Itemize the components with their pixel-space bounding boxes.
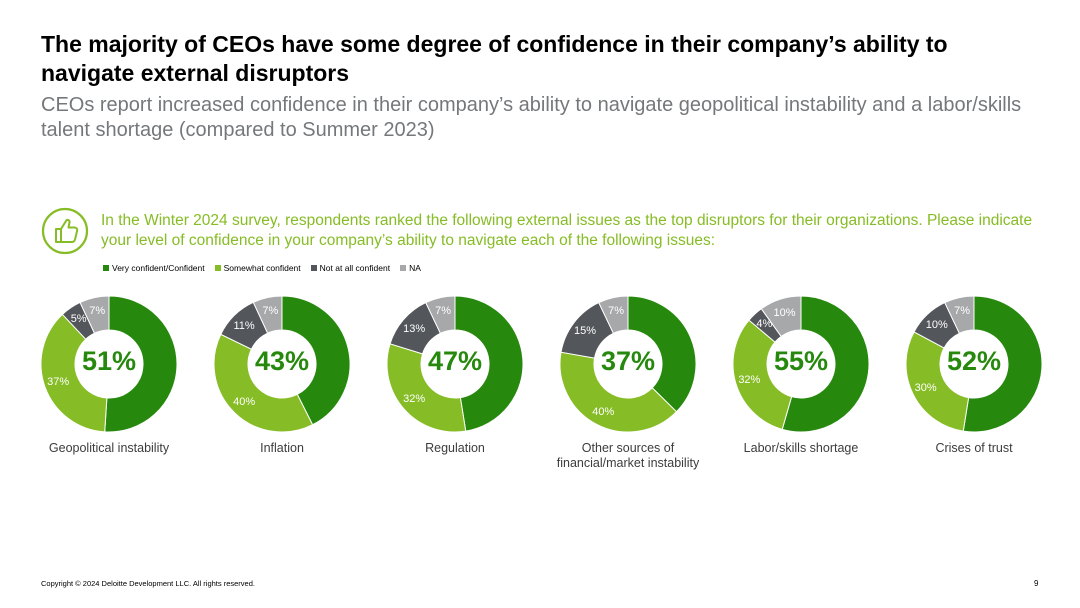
slice-data-label: 5%: [70, 313, 87, 326]
slice-data-label: 7%: [89, 305, 106, 318]
slice-data-label: 7%: [954, 305, 971, 318]
issue-label: Crises of trust: [935, 441, 1013, 455]
donut-slice: [598, 296, 629, 334]
donut-slice: [733, 319, 793, 430]
center-percentage: 47%: [427, 346, 483, 376]
donut-svg: [560, 296, 696, 432]
donut-svg: [214, 296, 350, 432]
center-percentage: 51%: [81, 346, 137, 376]
page-subtitle: CEOs report increased confidence in thei…: [41, 94, 1022, 141]
slice-data-label: 13%: [403, 322, 426, 335]
donut-slice: [41, 313, 108, 432]
legend-label: Not at all confident: [319, 263, 391, 273]
legend-label: NA: [409, 263, 421, 273]
legend-item: Very confident/Confident: [103, 263, 205, 273]
issue-label: Labor/skills shortage: [743, 441, 859, 455]
donut-slice: [79, 296, 110, 334]
issue-label: Regulation: [425, 441, 485, 455]
slice-data-label: 10%: [925, 318, 948, 331]
donut-svg: [733, 296, 869, 432]
center-percentage: 43%: [254, 346, 310, 376]
slice-data-label: 37%: [47, 376, 70, 389]
donut-slice: [944, 296, 975, 334]
slice-data-label: 40%: [592, 405, 615, 418]
legend-item: Somewhat confident: [214, 263, 301, 273]
donut-slice: [781, 296, 869, 432]
donut-slice: [906, 331, 970, 432]
legend-item: Not at all confident: [310, 263, 391, 273]
slice-data-label: 32%: [403, 393, 426, 406]
donut-slice: [760, 296, 802, 338]
legend-item: NA: [400, 263, 421, 273]
slice-data-label: 10%: [773, 306, 796, 319]
donut-slice: [627, 296, 696, 413]
legend-swatch: [400, 265, 407, 271]
issue-label: Geopolitical instability: [48, 441, 170, 455]
donut-slice: [281, 296, 350, 426]
slice-data-label: 7%: [435, 305, 452, 318]
slice-data-label: 4%: [756, 318, 773, 331]
donut-slice: [104, 296, 177, 432]
donut-slice: [387, 343, 467, 432]
slice-data-label: 7%: [262, 305, 279, 318]
donut-svg: [906, 296, 1042, 432]
donut-svg: [387, 296, 523, 432]
donut-slice: [425, 296, 456, 334]
copyright-footer: Copyright © 2024 Deloitte Development LL…: [41, 579, 255, 588]
thumbs-up-icon: [41, 207, 89, 255]
center-percentage: 52%: [946, 346, 1002, 376]
legend-swatch: [214, 265, 221, 271]
center-percentage: 55%: [773, 346, 829, 376]
page-title: The majority of CEOs have some degree of…: [41, 31, 948, 86]
issue-label: Inflation: [260, 441, 304, 455]
donut-svg: [41, 296, 177, 432]
center-percentage: 37%: [600, 346, 656, 376]
legend-swatch: [310, 265, 317, 271]
donut-slice: [962, 296, 1042, 432]
issue-label: Other sources of financial/market instab…: [556, 441, 700, 470]
donut-slice: [252, 296, 283, 334]
donut-slice: [454, 296, 523, 432]
legend-label: Very confident/Confident: [112, 263, 205, 273]
page-number: 9: [1034, 579, 1039, 588]
legend-label: Somewhat confident: [223, 263, 301, 273]
slice-data-label: 32%: [738, 373, 761, 386]
slice-data-label: 11%: [233, 319, 255, 332]
donut-slice: [560, 351, 678, 432]
donut-slice: [214, 333, 314, 432]
chart-legend: Very confident/Confident Somewhat confid…: [103, 263, 421, 273]
slice-data-label: 40%: [233, 396, 256, 409]
slice-data-label: 7%: [608, 305, 625, 318]
slice-data-label: 15%: [574, 325, 597, 338]
survey-question: In the Winter 2024 survey, respondents r…: [101, 212, 1033, 249]
slice-data-label: 30%: [914, 381, 937, 394]
legend-swatch: [103, 265, 109, 271]
